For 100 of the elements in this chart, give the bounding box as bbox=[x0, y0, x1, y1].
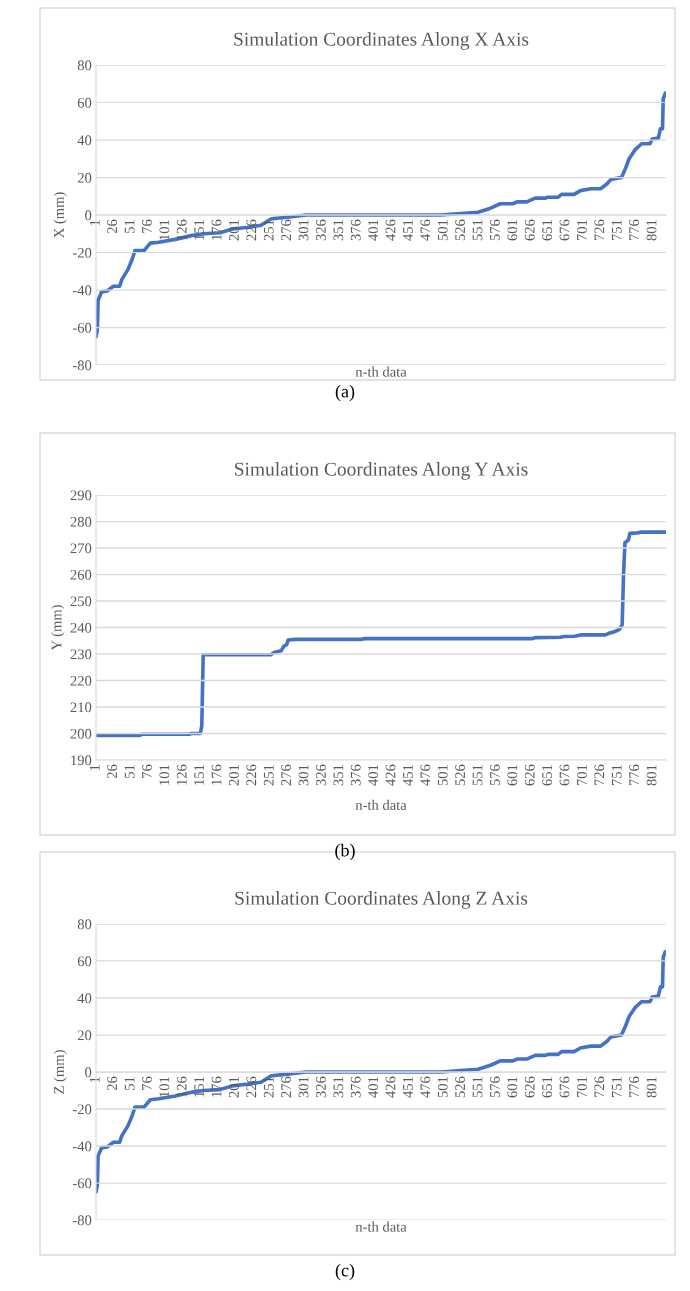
x-tick-label: 101 bbox=[159, 765, 170, 785]
y-tick-label: -60 bbox=[72, 322, 92, 333]
x-tick-label: 226 bbox=[246, 764, 257, 786]
x-tick-label: 426 bbox=[385, 764, 396, 786]
y-tick-label: 0 bbox=[85, 210, 92, 221]
x-tick-label: 576 bbox=[490, 219, 500, 241]
x-tick-label: 26 bbox=[107, 219, 118, 234]
x-tick-label: 526 bbox=[455, 764, 466, 786]
x-tick-label: 401 bbox=[368, 1077, 379, 1098]
x-tick-label: 751 bbox=[611, 765, 622, 786]
x-tick-label: 1 bbox=[89, 765, 100, 771]
y-axis-title: X (mm) bbox=[53, 192, 67, 238]
x-tick-label: 301 bbox=[298, 1077, 309, 1098]
x-tick-label: 151 bbox=[194, 765, 205, 785]
text: (b) bbox=[335, 843, 355, 861]
chart-title: Simulation Coordinates Along Y Axis bbox=[235, 462, 528, 480]
x-tick-label: 726 bbox=[594, 1076, 605, 1098]
x-tick-label: 126 bbox=[176, 219, 187, 240]
x-tick-label: 201 bbox=[229, 1077, 239, 1098]
x-axis-title: n-th data bbox=[355, 799, 407, 811]
x-tick-label: 151 bbox=[194, 1077, 205, 1097]
y-tick-label: 60 bbox=[77, 956, 92, 967]
y-tick-label: 250 bbox=[70, 596, 92, 607]
x-tick-label: 576 bbox=[490, 764, 500, 786]
x-tick-label: 601 bbox=[507, 1077, 518, 1098]
x-tick-label: 351 bbox=[333, 765, 344, 786]
x-tick-label: 76 bbox=[142, 219, 152, 233]
y-axis-title: Z (mm) bbox=[53, 1050, 67, 1094]
y-tick-label: 270 bbox=[70, 543, 92, 554]
x-tick-label: 351 bbox=[333, 1077, 344, 1098]
x-tick-label: 101 bbox=[159, 1077, 170, 1097]
x-tick-label: 426 bbox=[385, 219, 396, 241]
text: (c) bbox=[335, 1263, 355, 1281]
x-tick-label: 801 bbox=[646, 765, 657, 786]
x-tick-label: 551 bbox=[472, 220, 483, 241]
x-tick-label: 176 bbox=[211, 1076, 222, 1097]
x-tick-label: 651 bbox=[542, 1077, 553, 1098]
y-tick-label: 240 bbox=[70, 622, 92, 633]
y-tick-label: -80 bbox=[72, 360, 92, 371]
x-tick-label: 251 bbox=[263, 220, 274, 241]
y-tick-label: 210 bbox=[70, 702, 92, 713]
y-tick-label: 200 bbox=[70, 728, 92, 739]
x-tick-label: 651 bbox=[542, 220, 553, 241]
x-tick-label: 201 bbox=[229, 220, 239, 241]
y-tick-label: 20 bbox=[77, 172, 92, 183]
x-tick-label: 376 bbox=[350, 219, 361, 241]
x-tick-label: 801 bbox=[646, 1077, 657, 1098]
x-tick-label: 701 bbox=[576, 1077, 587, 1098]
x-tick-label: 226 bbox=[246, 1076, 257, 1098]
y-tick-label: 60 bbox=[77, 97, 92, 108]
x-tick-label: 251 bbox=[263, 1077, 274, 1098]
x-tick-label: 576 bbox=[490, 1076, 500, 1098]
x-tick-label: 776 bbox=[629, 764, 640, 786]
x-tick-label: 326 bbox=[316, 219, 326, 241]
y-tick-label: 220 bbox=[70, 675, 92, 686]
x-tick-label: 101 bbox=[159, 220, 170, 240]
line-series bbox=[96, 530, 666, 738]
chart-title: Simulation Coordinates Along X Axis bbox=[234, 32, 529, 50]
chart-title: Simulation Coordinates Along Z Axis bbox=[235, 891, 528, 909]
y-tick-label: -60 bbox=[72, 1178, 92, 1189]
x-tick-label: 1 bbox=[89, 1077, 100, 1083]
x-tick-label: 376 bbox=[350, 1076, 361, 1098]
x-tick-label: 26 bbox=[107, 764, 118, 779]
x-tick-label: 626 bbox=[524, 219, 535, 241]
x-tick-label: 751 bbox=[611, 220, 622, 241]
y-tick-label: 260 bbox=[70, 569, 92, 580]
x-tick-label: 726 bbox=[594, 764, 605, 786]
x-tick-label: 451 bbox=[403, 1077, 413, 1098]
x-tick-label: 626 bbox=[524, 764, 535, 786]
y-tick-label: 40 bbox=[77, 135, 92, 146]
x-tick-label: 551 bbox=[472, 765, 483, 786]
x-tick-label: 501 bbox=[437, 765, 448, 786]
x-tick-label: 451 bbox=[403, 765, 413, 786]
x-tick-label: 651 bbox=[542, 765, 553, 786]
y-tick-label: 0 bbox=[85, 1067, 92, 1078]
x-tick-label: 76 bbox=[142, 1076, 152, 1090]
x-tick-label: 51 bbox=[124, 1077, 135, 1090]
x-tick-label: 501 bbox=[437, 220, 448, 241]
x-tick-label: 426 bbox=[385, 1076, 396, 1098]
x-axis-title: n-th data bbox=[355, 366, 407, 377]
x-tick-label: 676 bbox=[559, 764, 570, 786]
x-tick-label: 51 bbox=[124, 220, 135, 233]
x-tick-label: 676 bbox=[559, 1076, 570, 1098]
x-tick-label: 351 bbox=[333, 220, 344, 241]
x-tick-label: 401 bbox=[368, 765, 379, 786]
x-tick-label: 251 bbox=[263, 765, 274, 786]
x-tick-label: 626 bbox=[524, 1076, 535, 1098]
y-tick-label: -20 bbox=[72, 1104, 92, 1115]
x-tick-label: 501 bbox=[437, 1077, 448, 1098]
x-tick-label: 601 bbox=[507, 765, 518, 786]
x-tick-label: 676 bbox=[559, 219, 570, 241]
y-tick-label: 40 bbox=[77, 993, 92, 1004]
x-tick-label: 776 bbox=[629, 219, 640, 241]
x-tick-label: 701 bbox=[576, 765, 587, 786]
y-tick-label: 80 bbox=[77, 60, 92, 71]
y-tick-label: 290 bbox=[70, 490, 92, 501]
y-tick-label: 230 bbox=[70, 649, 92, 660]
x-tick-label: 401 bbox=[368, 220, 379, 241]
x-axis-title: n-th data bbox=[355, 1221, 407, 1232]
y-tick-label: -40 bbox=[72, 285, 92, 296]
